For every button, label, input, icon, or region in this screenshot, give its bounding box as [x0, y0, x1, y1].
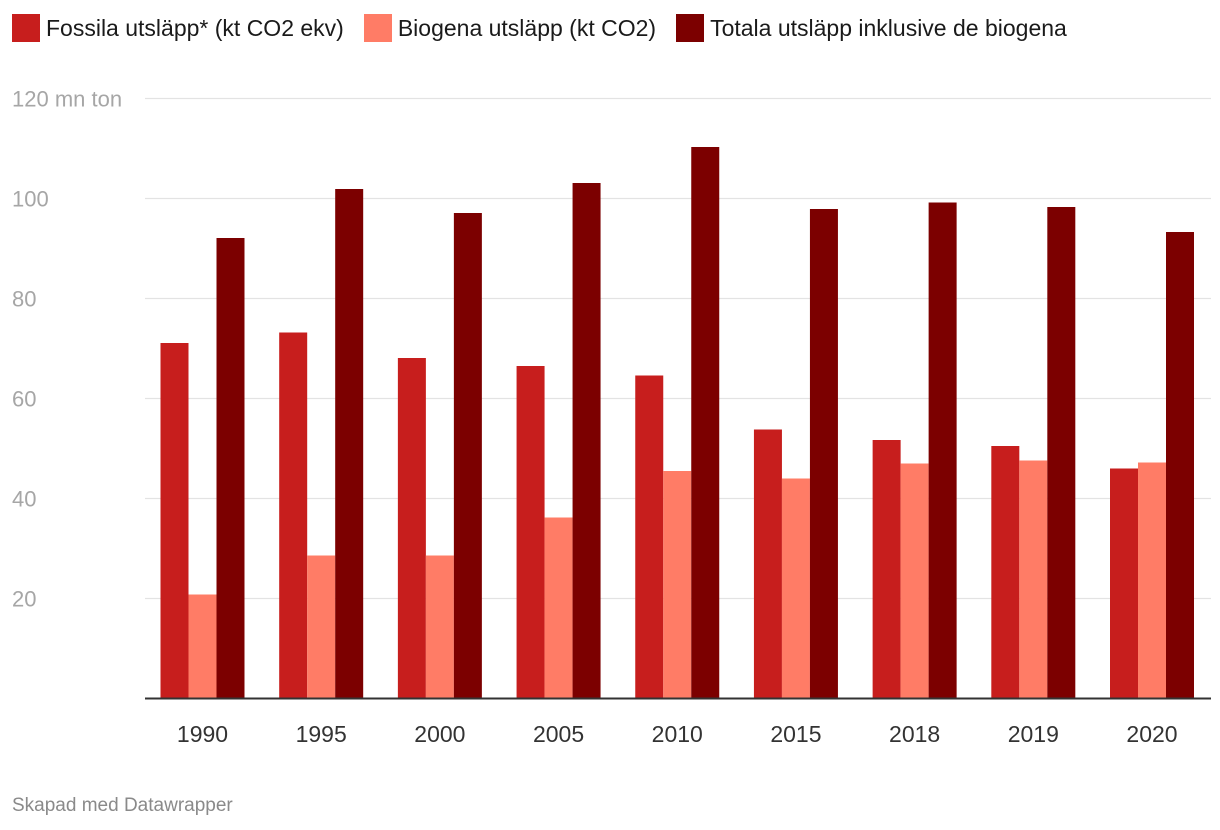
- bar-2020-series-2: [1166, 232, 1194, 699]
- bar-2010-series-2: [691, 147, 720, 699]
- bar-2000-series-2: [453, 213, 482, 699]
- bar-2005-series-0: [516, 366, 545, 699]
- bar-2000-series-0: [397, 358, 426, 699]
- x-tick-label-2005: 2005: [533, 721, 584, 747]
- legend-label-biogenic: Biogena utsläpp (kt CO2): [397, 15, 657, 41]
- bar-1995-series-0: [279, 332, 308, 699]
- bar-2018-series-2: [928, 202, 957, 699]
- y-tick-label-40: 40: [12, 487, 36, 512]
- bar-2010-series-1: [663, 471, 692, 699]
- credit-footer: Skapad med Datawrapper: [12, 795, 233, 816]
- y-tick-label-20: 20: [12, 587, 36, 612]
- x-tick-label-1995: 1995: [296, 721, 347, 747]
- bar-2018-series-0: [872, 440, 901, 699]
- x-tick-label-2019: 2019: [1008, 721, 1059, 747]
- legend-swatch-fossil: [12, 14, 40, 42]
- bar-2015-series-2: [809, 209, 838, 699]
- legend-label-fossil: Fossila utsläpp* (kt CO2 ekv): [46, 15, 344, 41]
- x-tick-label-2018: 2018: [889, 721, 940, 747]
- y-tick-label-100: 100: [12, 187, 49, 212]
- bar-2020-series-1: [1138, 462, 1166, 699]
- x-tick-label-1990: 1990: [177, 721, 228, 747]
- x-tick-label-2015: 2015: [770, 721, 821, 747]
- y-tick-label-60: 60: [12, 387, 36, 412]
- x-tick-label-2010: 2010: [652, 721, 703, 747]
- legend-item-total: Totala utsläpp inklusive de biogena: [676, 13, 1067, 43]
- bar-2019-series-2: [1047, 207, 1076, 699]
- bar-2005-series-1: [544, 517, 573, 699]
- bar-2019-series-1: [1019, 460, 1048, 699]
- bar-1990-series-1: [188, 594, 217, 699]
- legend-label-total: Totala utsläpp inklusive de biogena: [710, 15, 1067, 41]
- bar-1995-series-1: [307, 555, 336, 699]
- bar-2000-series-1: [425, 555, 454, 699]
- x-tick-label-2020: 2020: [1126, 721, 1177, 747]
- legend-swatch-total: [676, 14, 705, 42]
- y-tick-label-80: 80: [12, 287, 36, 312]
- bar-1990-series-2: [216, 238, 245, 699]
- bar-2010-series-0: [635, 375, 664, 699]
- bar-2020-series-0: [1110, 468, 1138, 699]
- legend-item-biogenic: Biogena utsläpp (kt CO2): [363, 13, 657, 43]
- legend-item-fossil: Fossila utsläpp* (kt CO2 ekv): [12, 13, 344, 43]
- bar-2018-series-1: [900, 463, 929, 699]
- bar-2005-series-2: [572, 183, 601, 699]
- y-tick-label-120: 120 mn ton: [12, 87, 122, 112]
- legend-swatch-biogenic: [363, 14, 392, 42]
- bar-2015-series-1: [781, 478, 810, 699]
- bar-1990-series-0: [160, 343, 189, 699]
- chart-legend: Fossila utsläpp* (kt CO2 ekv) Biogena ut…: [12, 13, 1067, 43]
- bar-2015-series-0: [753, 429, 782, 699]
- x-tick-label-2000: 2000: [414, 721, 465, 747]
- bar-1995-series-2: [335, 189, 364, 699]
- bar-2019-series-0: [991, 446, 1020, 699]
